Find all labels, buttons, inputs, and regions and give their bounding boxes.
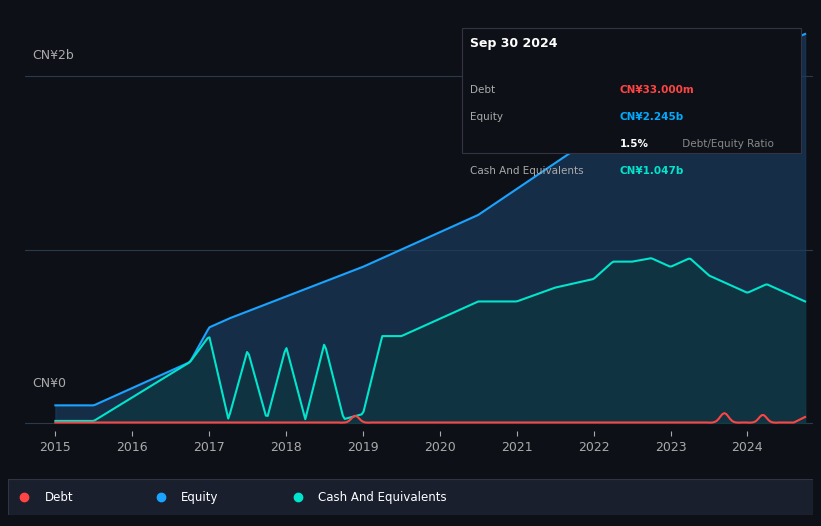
Text: Cash And Equivalents: Cash And Equivalents — [470, 166, 584, 176]
Text: Equity: Equity — [470, 112, 503, 122]
Text: Debt: Debt — [44, 491, 73, 503]
FancyBboxPatch shape — [462, 28, 801, 153]
Text: CN¥2.245b: CN¥2.245b — [620, 112, 684, 122]
Text: CN¥0: CN¥0 — [33, 377, 67, 390]
Text: Sep 30 2024: Sep 30 2024 — [470, 37, 557, 49]
Text: CN¥1.047b: CN¥1.047b — [620, 166, 684, 176]
Text: Debt/Equity Ratio: Debt/Equity Ratio — [679, 139, 773, 149]
Text: Cash And Equivalents: Cash And Equivalents — [318, 491, 447, 503]
Text: CN¥33.000m: CN¥33.000m — [620, 85, 695, 95]
Text: CN¥2b: CN¥2b — [33, 49, 74, 62]
Text: 1.5%: 1.5% — [620, 139, 649, 149]
Text: Equity: Equity — [181, 491, 218, 503]
Text: Debt: Debt — [470, 85, 495, 95]
